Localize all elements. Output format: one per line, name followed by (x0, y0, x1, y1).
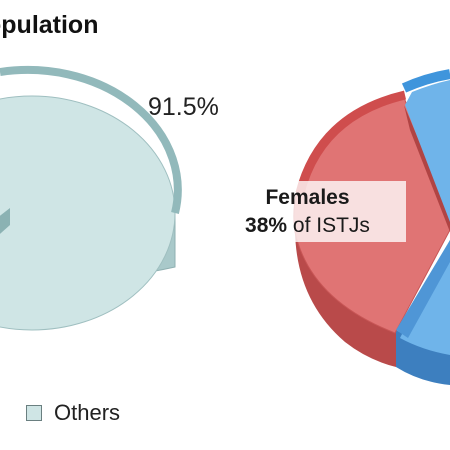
slice-females-cut (404, 105, 450, 232)
chart-title: opulation (0, 11, 99, 39)
slice-blue-cut (396, 240, 450, 338)
slice-blue-top (400, 80, 450, 355)
slice-cut-edge (0, 208, 10, 234)
legend: Others (26, 400, 120, 426)
left-pie (0, 65, 182, 331)
callout-title: Females (265, 186, 350, 209)
slice-blue-side (396, 330, 450, 385)
legend-label-others: Others (54, 400, 121, 425)
slice-females-rim (295, 90, 407, 195)
legend-swatch-others (26, 405, 42, 421)
slice-blue-rim (401, 69, 450, 93)
left-pie-rim (0, 65, 182, 214)
callout-suffix: of ISTJs (287, 214, 370, 237)
callout-percent: 38% (245, 214, 288, 237)
females-callout: Females 38% of ISTJs (209, 181, 406, 242)
slice-others-top (0, 95, 176, 331)
slice-label-others: 91.5% (148, 93, 219, 121)
